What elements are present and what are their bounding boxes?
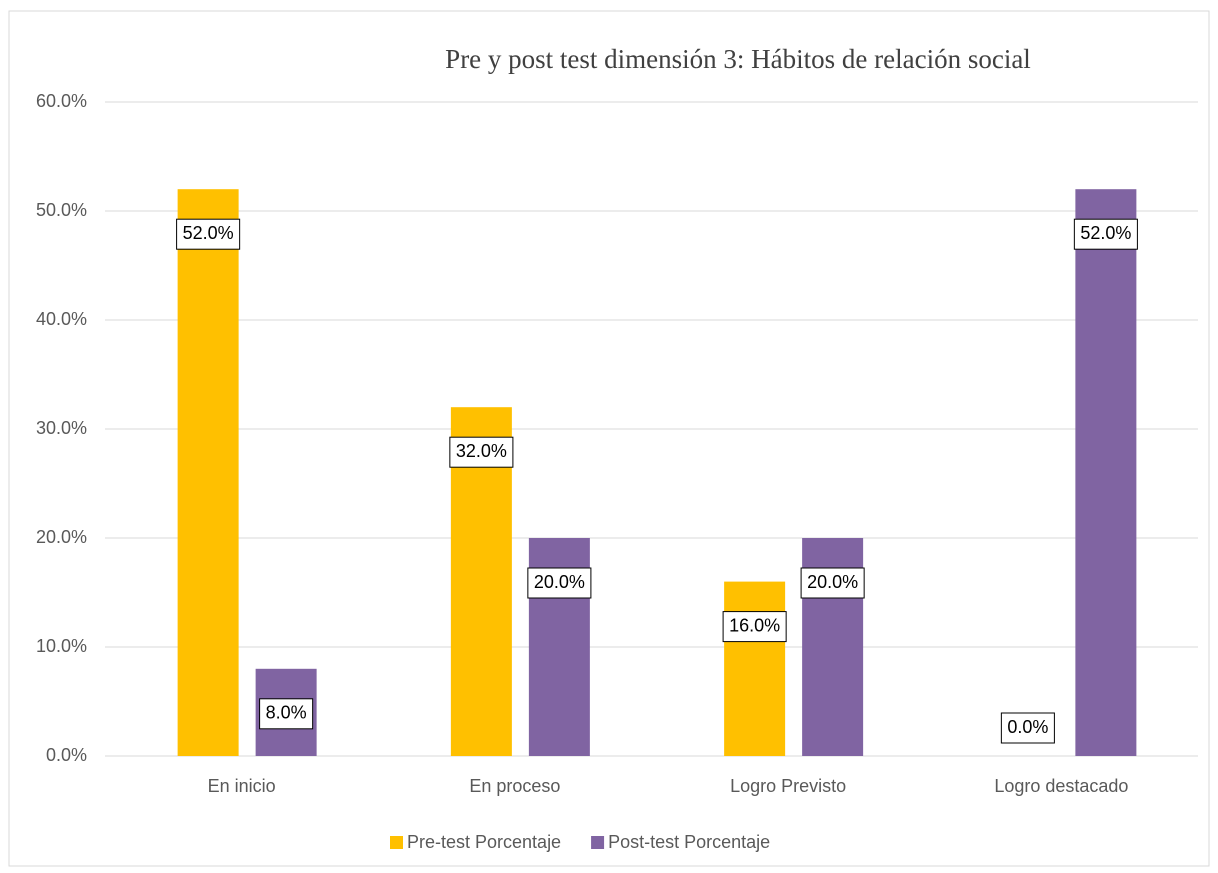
value-label: 0.0% — [1007, 717, 1048, 737]
y-tick-label: 40.0% — [36, 309, 87, 329]
legend-label: Pre-test Porcentaje — [407, 832, 561, 852]
value-label: 52.0% — [1080, 223, 1131, 243]
value-label-box — [722, 611, 787, 643]
x-tick-label: En proceso — [469, 776, 560, 796]
legend-swatch — [591, 836, 605, 849]
bar — [724, 581, 786, 756]
y-tick-label: 60.0% — [36, 91, 87, 111]
y-tick-label: 0.0% — [46, 745, 87, 765]
legend-swatch — [390, 836, 403, 849]
value-label-box — [1000, 712, 1055, 744]
chart-title: Pre y post test dimensión 3: Hábitos de … — [445, 44, 1031, 74]
value-label: 16.0% — [729, 615, 780, 635]
value-label-box — [259, 698, 314, 730]
y-tick-label: 10.0% — [36, 636, 87, 656]
y-tick-label: 20.0% — [36, 527, 87, 547]
x-tick-label: En inicio — [208, 776, 276, 796]
x-tick-label: Logro Previsto — [730, 776, 846, 796]
y-tick-label: 50.0% — [36, 200, 87, 220]
bar — [1075, 189, 1137, 756]
bar — [177, 189, 239, 756]
value-label-box — [1073, 218, 1138, 250]
value-label: 32.0% — [456, 441, 507, 461]
value-label-box — [527, 567, 592, 599]
value-label-box — [449, 436, 514, 468]
y-tick-label: 30.0% — [36, 418, 87, 438]
value-label: 20.0% — [807, 572, 858, 592]
value-label: 8.0% — [266, 703, 307, 723]
value-label: 52.0% — [183, 223, 234, 243]
value-label: 20.0% — [534, 572, 585, 592]
value-label-box — [800, 567, 865, 599]
x-tick-label: Logro destacado — [994, 776, 1128, 796]
value-label-box — [176, 218, 241, 250]
legend-label: Post-test Porcentaje — [608, 832, 770, 852]
